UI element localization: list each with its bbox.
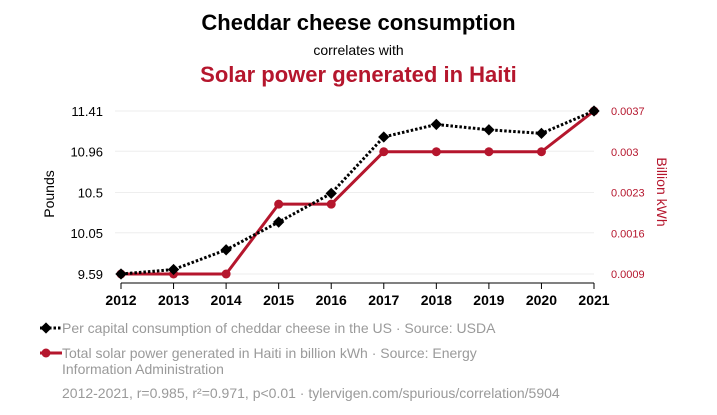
y-right-tick-label: 0.0016 (611, 228, 645, 240)
series-solar-point (536, 147, 546, 157)
x-tick-label: 2012 (105, 292, 136, 308)
x-tick-label: 2015 (263, 292, 294, 308)
series-cheddar-point (115, 268, 127, 280)
series-cheddar-point (535, 127, 548, 140)
x-tick-label: 2019 (473, 292, 504, 308)
left-axis-ticks: 9.59 10.05 10.5 10.96 11.41 (70, 104, 103, 282)
series-cheddar-point (430, 118, 442, 131)
series-cheddar (115, 105, 600, 280)
x-tick-label: 2018 (421, 292, 452, 308)
legend-marker-cheddar (40, 322, 62, 334)
y-axis-right-label: Billion kWh (654, 157, 670, 226)
series-solar-point (274, 199, 284, 209)
y-right-tick-label: 0.003 (611, 147, 639, 159)
y-axis-left-label: Pounds (41, 170, 57, 217)
x-tick-label: 2020 (526, 292, 557, 308)
y-left-tick-label: 10.5 (78, 186, 103, 201)
legend-marker-solar (40, 348, 62, 358)
x-tick-label: 2021 (578, 292, 609, 308)
correlates-with-label: correlates with (313, 42, 404, 58)
y-left-tick-label: 10.96 (70, 144, 103, 159)
x-axis-ticks: 2012 2013 2014 2015 2016 2017 2018 2019 2020 2021 (105, 282, 610, 308)
x-tick-label: 2017 (368, 292, 399, 308)
legend-label-cheddar: Per capital consumption of cheddar chees… (62, 320, 496, 336)
series-solar-point (221, 269, 231, 279)
series-solar-line (121, 109, 595, 276)
y-left-tick-label: 9.59 (78, 267, 103, 282)
y-left-tick-label: 11.41 (71, 104, 103, 119)
legend-label-solar: Total solar power generated in Haiti in … (62, 345, 477, 377)
footer-stats: 2012-2021, r=0.985, r²=0.971, p<0.01 · t… (62, 385, 560, 401)
chart-title: Cheddar cheese consumption (201, 10, 516, 35)
y-right-tick-label: 0.0037 (611, 106, 645, 118)
series-solar-point (379, 147, 389, 157)
series-cheddar-point (325, 187, 337, 200)
series-cheddar-point (378, 131, 390, 143)
right-axis-ticks: 0.0009 0.0016 0.0023 0.003 0.0037 (611, 106, 645, 281)
y-right-tick-label: 0.0023 (611, 188, 645, 200)
y-right-tick-label: 0.0009 (611, 269, 645, 281)
x-tick-label: 2016 (316, 292, 347, 308)
x-tick-label: 2014 (211, 292, 242, 308)
series-cheddar-point (220, 244, 232, 256)
series-cheddar-point (483, 124, 495, 136)
series-cheddar-point (167, 263, 180, 276)
grid-lines (115, 110, 594, 275)
y-left-tick-label: 10.05 (70, 226, 103, 241)
series-solar-point (484, 147, 494, 157)
x-tick-label: 2013 (158, 292, 189, 308)
series-solar-point (326, 199, 336, 209)
series-cheddar-line (120, 109, 595, 276)
series-cheddar-point (273, 216, 285, 228)
series-solar-point (431, 147, 441, 157)
chart-subtitle: Solar power generated in Haiti (200, 62, 517, 87)
